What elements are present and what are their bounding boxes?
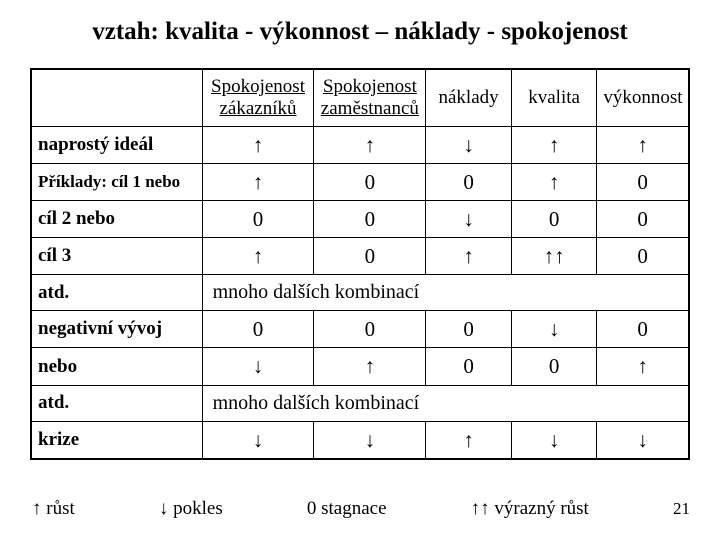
- cell: ↑: [426, 238, 512, 275]
- cell: 0: [202, 311, 314, 348]
- cell: 0: [314, 238, 426, 275]
- cell: 0: [511, 200, 597, 237]
- slide-title: vztah: kvalita - výkonnost – náklady - s…: [30, 18, 690, 46]
- col-spokojenost-zamestnancu: Spokojenostzaměstnanců: [314, 69, 426, 126]
- relation-table: Spokojenostzákazníků Spokojenostzaměstna…: [30, 68, 690, 460]
- col-kvalita: kvalita: [511, 69, 597, 126]
- cell: ↑: [597, 126, 689, 163]
- table-row: atd.mnoho dalších kombinací: [31, 275, 689, 311]
- table-row: cíl 3↑0↑↑↑0: [31, 238, 689, 275]
- row-span-text: mnoho dalších kombinací: [202, 385, 689, 421]
- col-vykonnost: výkonnost: [597, 69, 689, 126]
- cell: ↑: [511, 163, 597, 200]
- row-label: negativní vývoj: [31, 311, 202, 348]
- legend-grow: ↑ růst: [32, 498, 75, 520]
- cell: ↓: [202, 348, 314, 385]
- cell: 0: [597, 200, 689, 237]
- cell: ↑: [202, 126, 314, 163]
- table-header-row: Spokojenostzákazníků Spokojenostzaměstna…: [31, 69, 689, 126]
- table-row: krize↓↓↑↓↓: [31, 421, 689, 459]
- row-label: cíl 2 nebo: [31, 200, 202, 237]
- row-label: nebo: [31, 348, 202, 385]
- cell: ↓: [202, 421, 314, 459]
- row-label: krize: [31, 421, 202, 459]
- cell: ↑: [314, 126, 426, 163]
- cell: ↓: [426, 200, 512, 237]
- cell: ↑: [202, 238, 314, 275]
- cell: ↑↑: [511, 238, 597, 275]
- cell: 0: [426, 311, 512, 348]
- cell: ↓: [511, 421, 597, 459]
- cell: ↓: [511, 311, 597, 348]
- cell: ↓: [597, 421, 689, 459]
- cell: ↑: [511, 126, 597, 163]
- cell: ↑: [426, 421, 512, 459]
- table-row: cíl 2 nebo00↓00: [31, 200, 689, 237]
- col-blank: [31, 69, 202, 126]
- cell: 0: [426, 348, 512, 385]
- legend-biggrow: ↑↑ výrazný růst: [471, 498, 589, 520]
- cell: 0: [597, 238, 689, 275]
- table-row: nebo↓↑00↑: [31, 348, 689, 385]
- cell: 0: [511, 348, 597, 385]
- table-row: atd.mnoho dalších kombinací: [31, 385, 689, 421]
- cell: ↑: [202, 163, 314, 200]
- row-label: Příklady: cíl 1 nebo: [31, 163, 202, 200]
- cell: 0: [426, 163, 512, 200]
- row-span-text: mnoho dalších kombinací: [202, 275, 689, 311]
- row-label: atd.: [31, 385, 202, 421]
- cell: 0: [314, 311, 426, 348]
- legend-fall: ↓ pokles: [159, 498, 223, 520]
- cell: ↑: [314, 348, 426, 385]
- cell: 0: [314, 200, 426, 237]
- page-number: 21: [673, 499, 690, 519]
- row-label: cíl 3: [31, 238, 202, 275]
- table-row: naprostý ideál↑↑↓↑↑: [31, 126, 689, 163]
- cell: 0: [202, 200, 314, 237]
- cell: 0: [314, 163, 426, 200]
- cell: 0: [597, 163, 689, 200]
- legend: ↑ růst ↓ pokles 0 stagnace ↑↑ výrazný rů…: [32, 498, 690, 520]
- row-label: naprostý ideál: [31, 126, 202, 163]
- cell: 0: [597, 311, 689, 348]
- cell: ↓: [314, 421, 426, 459]
- col-spokojenost-zakazniku: Spokojenostzákazníků: [202, 69, 314, 126]
- table-row: negativní vývoj000↓0: [31, 311, 689, 348]
- table-row: Příklady: cíl 1 nebo↑00↑0: [31, 163, 689, 200]
- row-label: atd.: [31, 275, 202, 311]
- cell: ↓: [426, 126, 512, 163]
- cell: ↑: [597, 348, 689, 385]
- legend-stag: 0 stagnace: [307, 498, 387, 520]
- col-naklady: náklady: [426, 69, 512, 126]
